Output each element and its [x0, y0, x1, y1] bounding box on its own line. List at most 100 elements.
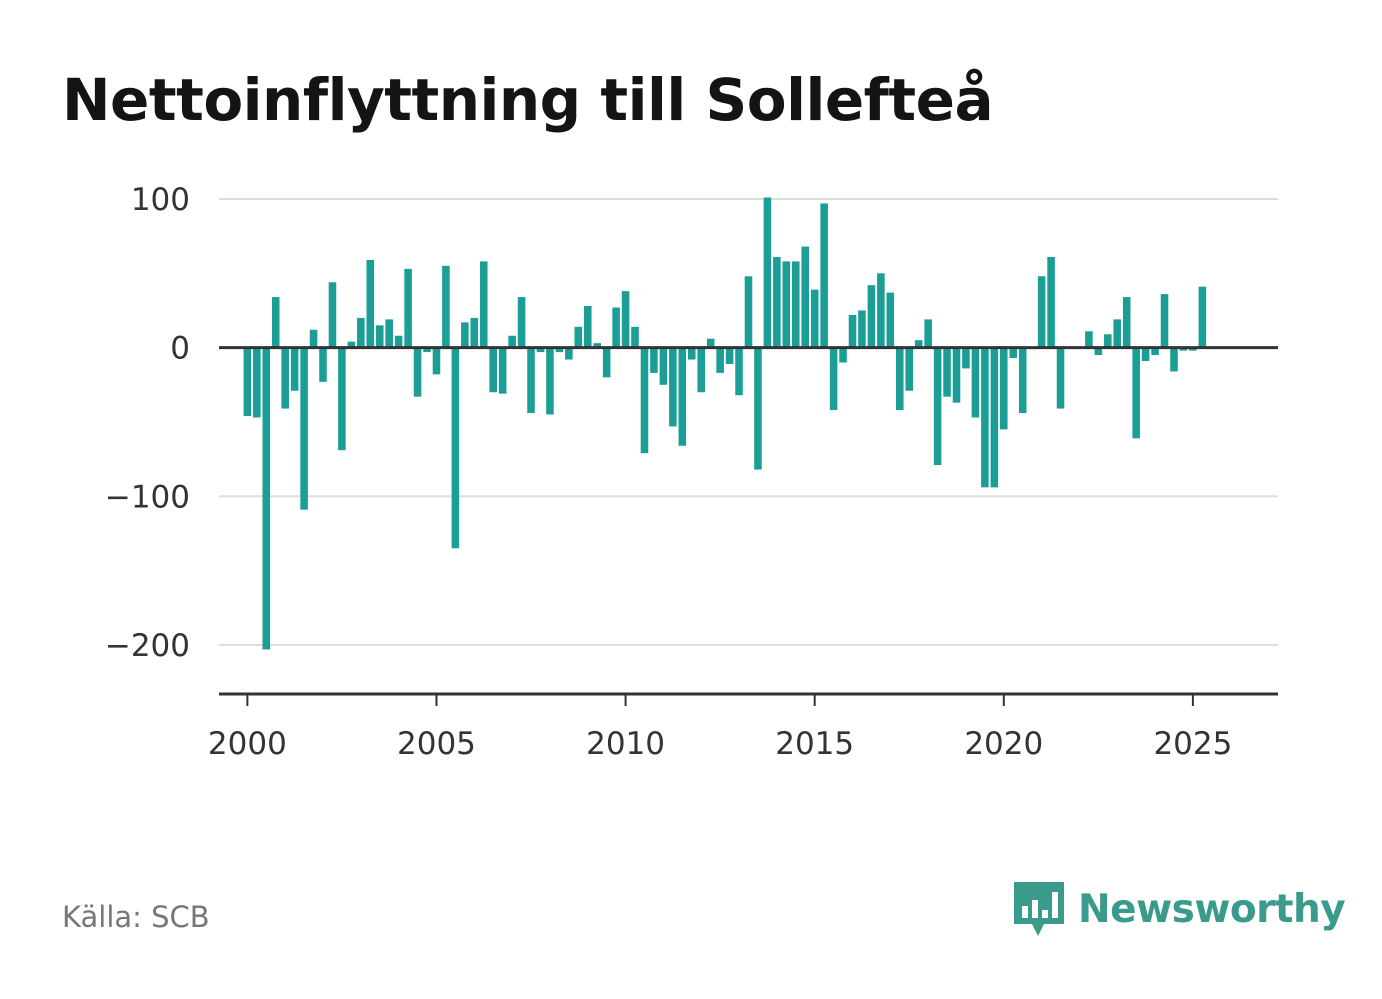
bar — [716, 347, 724, 373]
x-tick-label: 2005 — [397, 726, 476, 762]
y-tick-label: 100 — [131, 182, 190, 218]
bar — [508, 335, 516, 348]
bar — [612, 307, 620, 348]
bar — [1085, 331, 1093, 348]
bar — [328, 282, 337, 348]
bar — [858, 310, 866, 348]
bar — [782, 261, 791, 348]
bar — [442, 265, 450, 348]
x-tick-label: 2015 — [775, 726, 854, 762]
y-tick-label: 0 — [170, 331, 190, 367]
y-tick-label: −100 — [105, 479, 190, 515]
bar — [886, 292, 895, 348]
bar — [357, 317, 365, 348]
bar — [527, 347, 535, 414]
bar — [1018, 347, 1027, 414]
brand-logo: Newsworthy — [1010, 878, 1346, 940]
bar — [413, 347, 422, 397]
bar — [801, 246, 810, 348]
bar — [451, 347, 460, 549]
bar — [1094, 347, 1103, 356]
bar — [432, 347, 441, 375]
bar — [924, 319, 932, 348]
bar — [479, 261, 488, 348]
bar — [744, 276, 753, 348]
bar — [1056, 347, 1065, 409]
bar — [1009, 347, 1018, 359]
bar — [896, 347, 904, 411]
bar — [848, 314, 857, 348]
bar — [347, 341, 356, 348]
bar — [943, 347, 951, 397]
bar — [555, 347, 564, 353]
bar — [1122, 297, 1131, 348]
bar — [877, 273, 885, 348]
tick-labels: 100 0 −100 −200 2000 2005 2010 2015 2020 2025 — [105, 182, 1233, 762]
bar — [1198, 286, 1207, 348]
bar — [621, 291, 630, 348]
bar — [319, 347, 327, 382]
brand-name: Newsworthy — [1078, 886, 1346, 932]
bar — [574, 326, 583, 348]
bar — [905, 347, 914, 391]
bar — [791, 261, 800, 348]
bar — [394, 335, 403, 348]
bar — [678, 347, 687, 446]
chart-title: Nettoinflyttning till Sollefteå — [62, 66, 994, 134]
bar — [498, 347, 507, 394]
bar — [820, 203, 828, 348]
bar — [470, 317, 479, 348]
bar — [1000, 347, 1008, 430]
bar — [461, 322, 469, 348]
bar — [309, 329, 318, 348]
bar — [1141, 347, 1150, 362]
bar — [763, 197, 772, 348]
bar — [640, 347, 649, 454]
bar — [253, 347, 261, 418]
bar — [593, 343, 601, 348]
bar — [602, 347, 611, 378]
bar — [706, 338, 715, 348]
bar — [697, 347, 705, 393]
bar — [565, 347, 573, 360]
bar — [754, 347, 762, 470]
newsworthy-bar-chart-icon — [1014, 882, 1064, 936]
bar — [839, 347, 847, 363]
x-tick-label: 2025 — [1153, 726, 1232, 762]
bar — [1104, 334, 1112, 348]
bar — [725, 347, 734, 364]
bar — [867, 285, 876, 348]
bar — [650, 347, 658, 373]
bar — [1132, 347, 1140, 439]
bar — [829, 347, 838, 411]
bar — [659, 347, 668, 385]
x-tick-label: 2020 — [964, 726, 1043, 762]
bars — [243, 197, 1207, 650]
bar — [489, 347, 497, 393]
bar — [914, 340, 923, 348]
bar — [631, 326, 639, 348]
bar — [773, 256, 781, 348]
axes — [219, 346, 1278, 706]
bar — [281, 347, 289, 409]
bar — [1151, 347, 1159, 356]
bar — [517, 297, 526, 348]
bar — [687, 347, 696, 360]
bar — [300, 347, 308, 510]
bar — [1160, 294, 1169, 348]
bar — [962, 347, 970, 369]
bar — [933, 347, 942, 466]
bar — [385, 319, 393, 348]
source-note: Källa: SCB — [62, 900, 210, 934]
y-tick-label: −200 — [105, 628, 190, 664]
bar — [546, 347, 554, 415]
bar — [262, 347, 271, 650]
bar — [1170, 347, 1178, 372]
gridlines — [219, 197, 1278, 646]
bar — [536, 347, 545, 353]
bar — [1037, 276, 1046, 348]
bar — [243, 347, 252, 417]
bar — [990, 347, 999, 488]
x-tick-label: 2000 — [208, 726, 287, 762]
